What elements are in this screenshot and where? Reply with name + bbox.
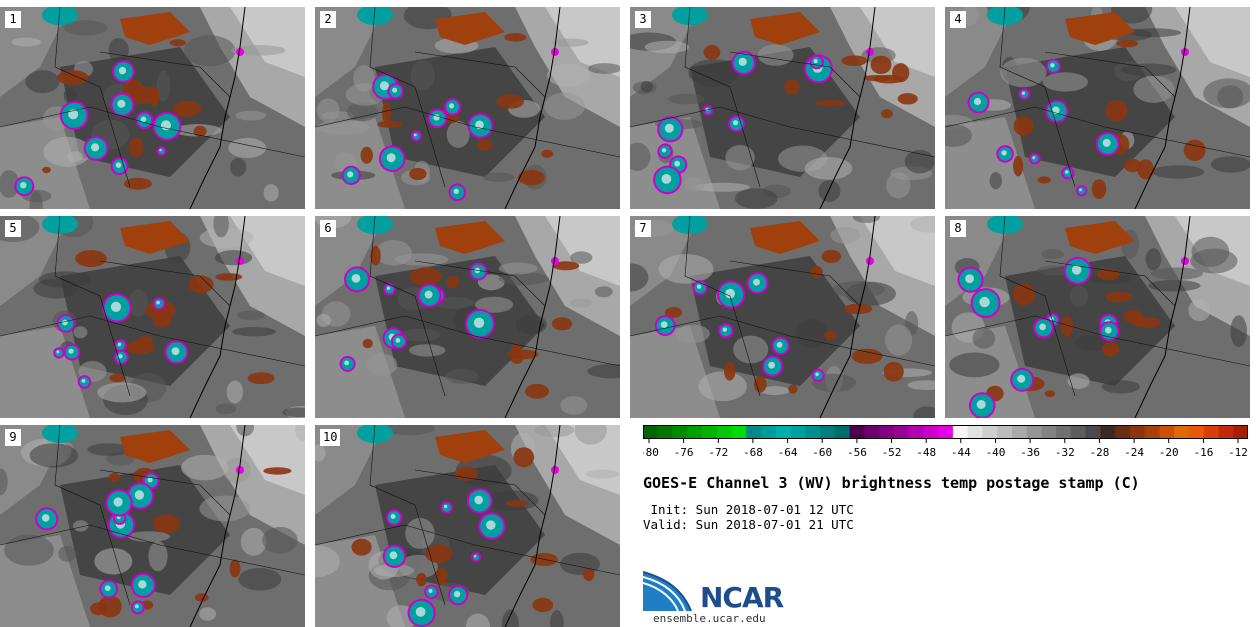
colorbar-tick-label: -64: [778, 446, 798, 459]
panel-number-label: 3: [635, 11, 651, 28]
panel-number-label: 8: [950, 220, 966, 237]
colorbar-swatch: [1188, 425, 1205, 439]
panel-number-label: 5: [5, 220, 21, 237]
valid-time: Valid: Sun 2018-07-01 21 UTC: [643, 517, 854, 532]
colorbar-swatch: [1218, 425, 1234, 439]
colorbar-tick-label: -56: [847, 446, 867, 459]
map-panel-4: 4: [945, 7, 1250, 209]
map-panel-8: 8: [945, 216, 1250, 418]
colorbar: -80 -76 -72 -68 -64 -60 -56 -52 -48 -44 -40 -36 -32 -…: [643, 425, 1248, 459]
colorbar-tick-label: -52: [882, 446, 902, 459]
map-panel-7: 7: [630, 216, 935, 418]
colorbar-swatch: [657, 425, 674, 439]
colorbar-swatch: [702, 425, 718, 439]
init-time: Init: Sun 2018-07-01 12 UTC: [643, 502, 854, 517]
water-vapor-map: [0, 425, 305, 627]
water-vapor-map: [630, 7, 935, 209]
colorbar-swatch: [1115, 425, 1131, 439]
colorbar-tick-label: -76: [674, 446, 694, 459]
website-url: ensemble.ucar.edu: [653, 612, 766, 625]
figure-title: GOES-E Channel 3 (WV) brightness temp po…: [643, 474, 1140, 492]
colorbar-swatch: [1011, 425, 1028, 439]
colorbar-swatch: [967, 425, 983, 439]
colorbar-swatch: [1100, 425, 1116, 439]
colorbar-swatch: [834, 425, 851, 439]
colorbar-swatch: [805, 425, 821, 439]
colorbar-swatch: [893, 425, 910, 439]
colorbar-tick-label: -48: [916, 446, 936, 459]
colorbar-tick-label: -20: [1159, 446, 1179, 459]
colorbar-swatch: [1085, 425, 1101, 439]
colorbar-tick-label: -80: [643, 446, 659, 459]
colorbar-swatch: [1026, 425, 1042, 439]
water-vapor-map: [0, 216, 305, 418]
colorbar-swatch: [1233, 425, 1248, 439]
water-vapor-map: [945, 7, 1250, 209]
colorbar-swatch: [1041, 425, 1057, 439]
colorbar-swatch: [1129, 425, 1146, 439]
colorbar-swatch: [746, 425, 762, 439]
panel-number-label: 7: [635, 220, 651, 237]
panel-number-label: 1: [5, 11, 21, 28]
colorbar-frame: [643, 425, 1248, 439]
colorbar-swatch: [1144, 425, 1160, 439]
colorbar-swatch: [643, 425, 659, 439]
ncar-logo-icon: [643, 571, 692, 612]
map-panel-10: 10: [315, 425, 620, 627]
panel-number-label: 4: [950, 11, 966, 28]
colorbar-swatch: [908, 425, 924, 439]
panel-number-label: 9: [5, 429, 21, 446]
colorbar-swatch: [952, 425, 969, 439]
map-panel-2: 2: [315, 7, 620, 209]
colorbar-swatch: [938, 425, 954, 439]
water-vapor-map: [630, 216, 935, 418]
colorbar-swatch: [731, 425, 747, 439]
colorbar-swatch: [775, 425, 792, 439]
ncar-logo-text: NCAR: [700, 581, 784, 614]
water-vapor-map: [315, 7, 620, 209]
colorbar-swatch: [982, 425, 998, 439]
colorbar-tick-label: -16: [1193, 446, 1213, 459]
colorbar-tick-label: -72: [708, 446, 728, 459]
colorbar-swatch: [790, 425, 806, 439]
colorbar-tick-label: -24: [1124, 446, 1144, 459]
colorbar-tick-label: -36: [1020, 446, 1040, 459]
colorbar-swatch: [1070, 425, 1087, 439]
colorbar-tick-label: -12: [1228, 446, 1248, 459]
colorbar-tick-label: -40: [986, 446, 1006, 459]
map-panel-9: 9: [0, 425, 305, 627]
colorbar-tick-label: -60: [812, 446, 832, 459]
colorbar-swatch: [864, 425, 880, 439]
colorbar-tick-label: -68: [743, 446, 763, 459]
colorbar-swatch: [761, 425, 777, 439]
colorbar-swatch: [923, 425, 939, 439]
colorbar-swatch: [849, 425, 865, 439]
colorbar-tick-label: -44: [951, 446, 971, 459]
map-panel-6: 6: [315, 216, 620, 418]
colorbar-tick-label: -32: [1055, 446, 1075, 459]
colorbar-tick-label: -28: [1089, 446, 1109, 459]
water-vapor-map: [945, 216, 1250, 418]
panel-number-label: 6: [320, 220, 336, 237]
colorbar-swatch: [997, 425, 1013, 439]
colorbar-swatch: [687, 425, 703, 439]
panel-number-label: 2: [320, 11, 336, 28]
map-panel-5: 5: [0, 216, 305, 418]
map-panel-1: 1: [0, 7, 305, 209]
colorbar-swatch: [1056, 425, 1072, 439]
map-panel-3: 3: [630, 7, 935, 209]
colorbar-swatch: [1203, 425, 1219, 439]
colorbar-swatch: [820, 425, 836, 439]
colorbar-swatch: [672, 425, 688, 439]
colorbar-swatch: [1174, 425, 1190, 439]
colorbar-swatch: [879, 425, 895, 439]
colorbar-swatch: [716, 425, 733, 439]
water-vapor-map: [315, 425, 620, 627]
colorbar-swatch: [1159, 425, 1175, 439]
panel-number-label: 10: [320, 429, 341, 446]
water-vapor-map: [315, 216, 620, 418]
water-vapor-map: [0, 7, 305, 209]
